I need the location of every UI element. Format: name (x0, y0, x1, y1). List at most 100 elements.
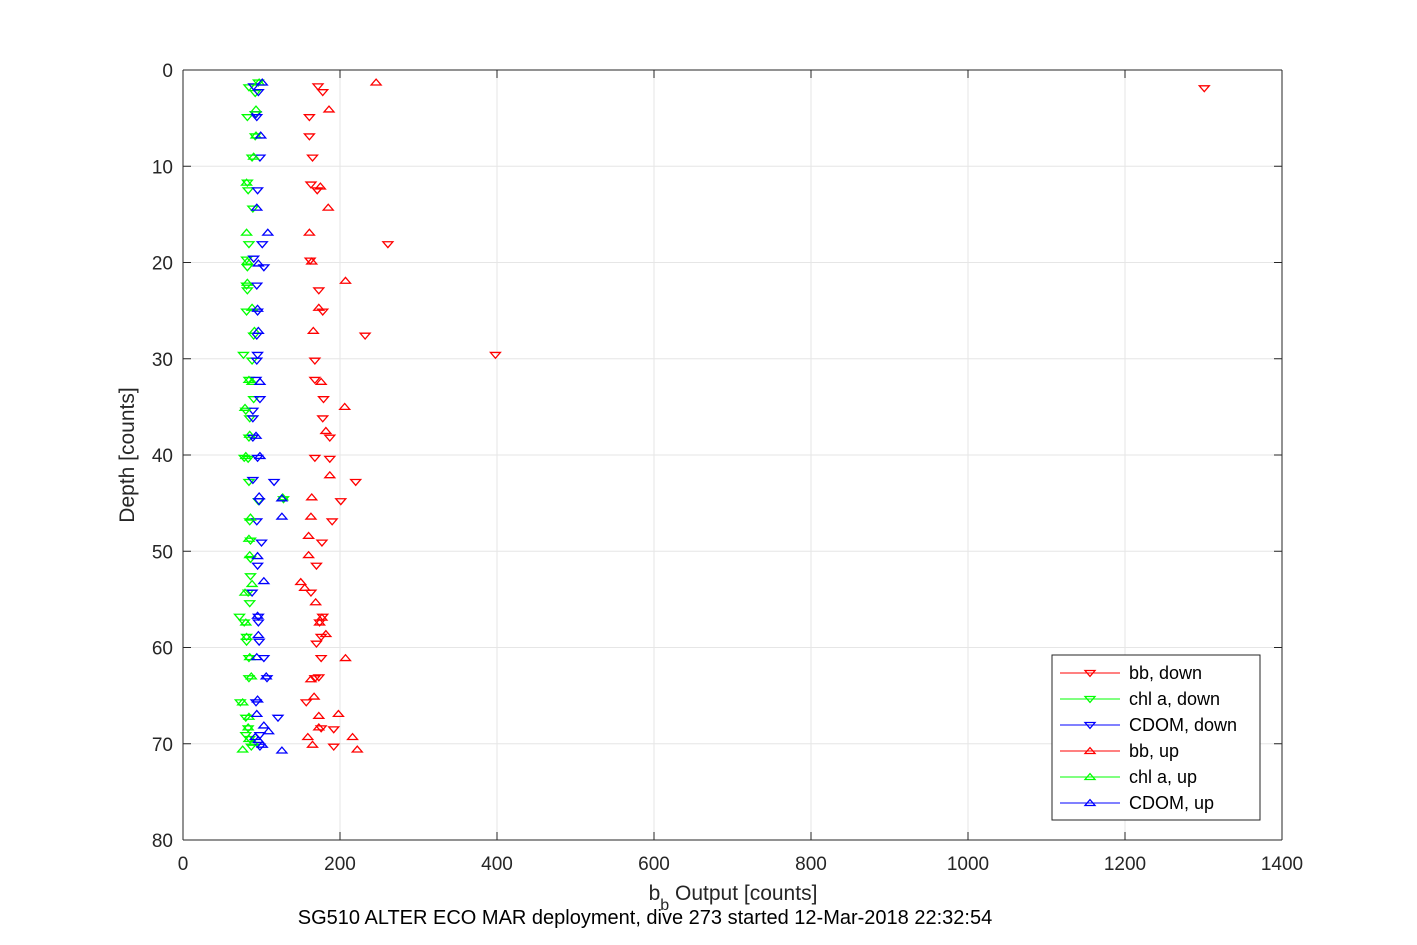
data-point (233, 613, 246, 622)
data-point (251, 187, 264, 195)
data-point (308, 357, 322, 366)
data-point (236, 697, 250, 706)
data-point (294, 577, 308, 586)
data-point (250, 652, 264, 661)
data-point (252, 638, 266, 647)
data-point (252, 492, 266, 500)
data-point (267, 478, 281, 487)
data-point (245, 589, 259, 598)
y-tick-label: 40 (152, 446, 173, 467)
data-point (327, 726, 341, 734)
data-point (240, 228, 253, 236)
legend-marker (1083, 695, 1097, 704)
data-point (250, 518, 264, 526)
y-tick-label: 10 (152, 157, 173, 178)
x-tick-label: 1200 (1104, 854, 1146, 875)
data-point (236, 745, 250, 753)
data-point (304, 589, 318, 598)
data-point (313, 182, 327, 190)
legend-label: chl a, down (1129, 689, 1220, 709)
data-point (262, 726, 275, 735)
data-point (240, 178, 253, 186)
legend-marker (1083, 746, 1097, 755)
data-point (325, 518, 339, 526)
data-point (255, 78, 269, 86)
data-point (316, 89, 330, 97)
data-point (249, 105, 263, 113)
x-tick-label: 400 (481, 854, 513, 875)
data-point (242, 241, 256, 249)
data-point (251, 304, 264, 312)
data-point (303, 257, 317, 265)
y-tick-label: 60 (152, 639, 173, 660)
data-point (241, 187, 255, 195)
data-point (250, 357, 264, 366)
data-point (369, 78, 383, 86)
data-point (314, 654, 328, 663)
data-point (248, 89, 262, 98)
data-point (275, 512, 289, 520)
data-point (319, 629, 333, 638)
data-point (245, 579, 259, 588)
data-point (327, 743, 341, 752)
data-point (314, 377, 328, 385)
data-point (334, 498, 348, 506)
data-point (240, 632, 253, 641)
data-point (254, 131, 268, 139)
data-point (349, 478, 363, 487)
y-tick-label: 30 (152, 350, 173, 371)
data-point (245, 377, 259, 385)
data-point (240, 278, 254, 286)
y-tick-label: 70 (152, 735, 173, 756)
data-point (301, 732, 315, 741)
x-tick-label: 1400 (1261, 854, 1303, 875)
data-point (244, 573, 257, 581)
data-point (304, 181, 318, 189)
legend-box (1051, 654, 1261, 821)
series-bb-down (299, 83, 1211, 752)
data-point (1197, 85, 1211, 93)
x-axis-label-subscript: b (660, 897, 669, 914)
data-point (312, 711, 326, 719)
data-point (308, 376, 322, 385)
data-point (239, 714, 253, 723)
x-axis-label-rest: Output [counts] (669, 882, 817, 905)
data-point (233, 699, 247, 707)
legend-label: CDOM, down (1129, 715, 1237, 735)
data-point (240, 114, 254, 122)
data-point (240, 308, 253, 316)
data-point (244, 513, 257, 521)
data-point (310, 640, 323, 649)
data-point (247, 152, 261, 160)
data-point (338, 402, 352, 411)
data-point (244, 743, 258, 752)
data-point (250, 203, 264, 211)
data-point (251, 619, 265, 627)
data-point (312, 303, 326, 311)
data-point (251, 630, 265, 639)
data-point (321, 203, 335, 211)
data-point (261, 228, 275, 236)
y-tick-label: 0 (162, 61, 173, 82)
data-point (255, 241, 269, 249)
data-point (251, 308, 264, 316)
data-point (253, 451, 267, 460)
data-point (244, 555, 257, 564)
data-point (245, 303, 259, 311)
data-point (251, 551, 264, 560)
legend: bb, down chl a, down CDOM, down bb, up chl a… (1051, 654, 1261, 821)
data-point (239, 618, 253, 626)
data-point (255, 539, 268, 547)
data-point (302, 531, 316, 539)
data-point (240, 282, 253, 290)
data-point (241, 455, 255, 464)
data-point (322, 105, 336, 113)
data-point (302, 133, 316, 141)
data-points (233, 78, 1211, 754)
data-point (313, 618, 327, 626)
data-point (323, 455, 337, 464)
data-point (250, 282, 264, 290)
axes: 0 200 400 600 800 1000 1200 1400 0 10 20 30 40 50 60 70… (152, 61, 1303, 875)
